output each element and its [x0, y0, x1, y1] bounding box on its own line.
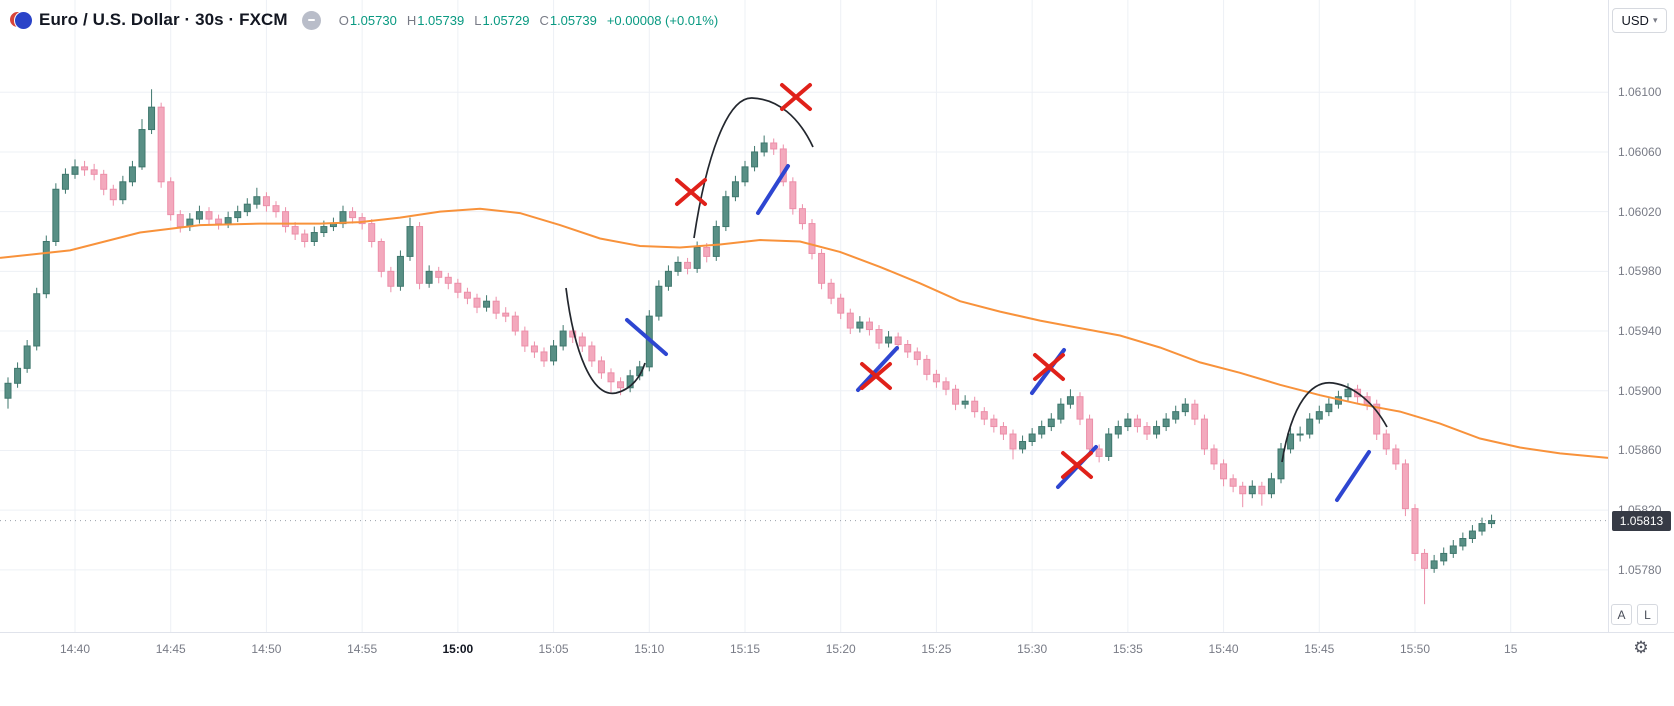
- time-tick-label: 14:50: [251, 642, 282, 656]
- price-tick-label: 1.06060: [1618, 144, 1662, 159]
- time-tick-label: 15:40: [1208, 642, 1239, 656]
- time-tick-label: 15: [1504, 642, 1518, 656]
- hand-drawn-arc: [565, 287, 646, 395]
- change-value: +0.00008 (+0.01%): [606, 12, 719, 28]
- annotations-layer[interactable]: [565, 83, 1388, 502]
- blue-trend-line: [1335, 450, 1371, 502]
- price-tick-label: 1.06100: [1618, 85, 1662, 100]
- time-tick-label: 15:10: [634, 642, 665, 656]
- candles-layer[interactable]: [4, 89, 1496, 605]
- time-tick-label: 15:15: [729, 642, 760, 656]
- red-x-mark: [675, 178, 707, 206]
- time-tick-label: 15:35: [1112, 642, 1143, 656]
- price-axis[interactable]: 1.06100 1.06060 1.06020 1.05980 1.05940 1.059…: [1608, 0, 1674, 632]
- currency-dropdown[interactable]: USD ▾: [1612, 8, 1667, 33]
- minus-icon: [307, 19, 315, 21]
- chart-legend: Euro / U.S. Dollar · 30s · FXCM O1.05730…: [10, 7, 718, 33]
- red-x-mark: [1033, 353, 1065, 381]
- last-price-badge: 1.05813: [1612, 510, 1671, 531]
- currency-label: USD: [1621, 13, 1649, 28]
- blue-trend-line: [625, 318, 668, 356]
- time-tick-label: 15:50: [1399, 642, 1430, 656]
- close-label: C: [539, 12, 549, 28]
- instrument-logo-icon: [10, 10, 33, 30]
- log-scale-button[interactable]: L: [1637, 604, 1658, 625]
- time-tick-label: 14:45: [155, 642, 186, 656]
- low-label: L: [474, 12, 482, 28]
- time-tick-label: 15:25: [921, 642, 952, 656]
- red-x-mark: [860, 362, 892, 390]
- grid-layer: [0, 0, 1608, 632]
- price-tick-label: 1.05860: [1618, 443, 1662, 458]
- time-tick-label: 14:55: [347, 642, 378, 656]
- time-tick-label: 15:05: [538, 642, 569, 656]
- blue-trend-line: [856, 346, 899, 392]
- close-value: 1.05739: [549, 12, 597, 28]
- blue-trend-line: [756, 164, 790, 215]
- time-tick-label: 15:00: [442, 642, 474, 656]
- moving-average-line[interactable]: [0, 207, 1609, 459]
- settings-gear-icon[interactable]: ⚙: [1633, 638, 1649, 657]
- time-axis[interactable]: 14:40 14:45 14:50 14:55 15:00 15:05 15:10 15:15…: [0, 632, 1674, 706]
- hand-drawn-arc: [693, 97, 814, 239]
- high-label: H: [406, 12, 417, 28]
- price-tick-label: 1.06020: [1618, 204, 1662, 219]
- price-tick-label: 1.05780: [1618, 562, 1662, 577]
- high-value: 1.05739: [417, 12, 465, 28]
- auto-scale-button[interactable]: A: [1611, 604, 1632, 625]
- chevron-down-icon: ▾: [1652, 15, 1658, 25]
- legend-collapse-button[interactable]: [301, 10, 321, 30]
- time-tick-label: 15:20: [825, 642, 856, 656]
- price-tick-label: 1.05980: [1618, 264, 1662, 279]
- price-tick-label: 1.05940: [1618, 324, 1662, 339]
- hand-drawn-arc: [1281, 381, 1388, 463]
- low-value: 1.05729: [482, 12, 530, 28]
- time-tick-label: 15:30: [1017, 642, 1048, 656]
- time-tick-label: 14:40: [59, 642, 91, 656]
- time-tick-label: 15:45: [1304, 642, 1335, 656]
- ohlc-values: O1.05730 H1.05739 L1.05729 C1.05739 +0.0…: [339, 13, 718, 28]
- open-label: O: [338, 12, 349, 28]
- price-tick-label: 1.05900: [1618, 383, 1662, 398]
- red-x-mark: [780, 83, 812, 111]
- open-value: 1.05730: [349, 12, 397, 28]
- symbol-title[interactable]: Euro / U.S. Dollar · 30s · FXCM: [39, 10, 288, 29]
- red-x-mark: [1061, 451, 1093, 479]
